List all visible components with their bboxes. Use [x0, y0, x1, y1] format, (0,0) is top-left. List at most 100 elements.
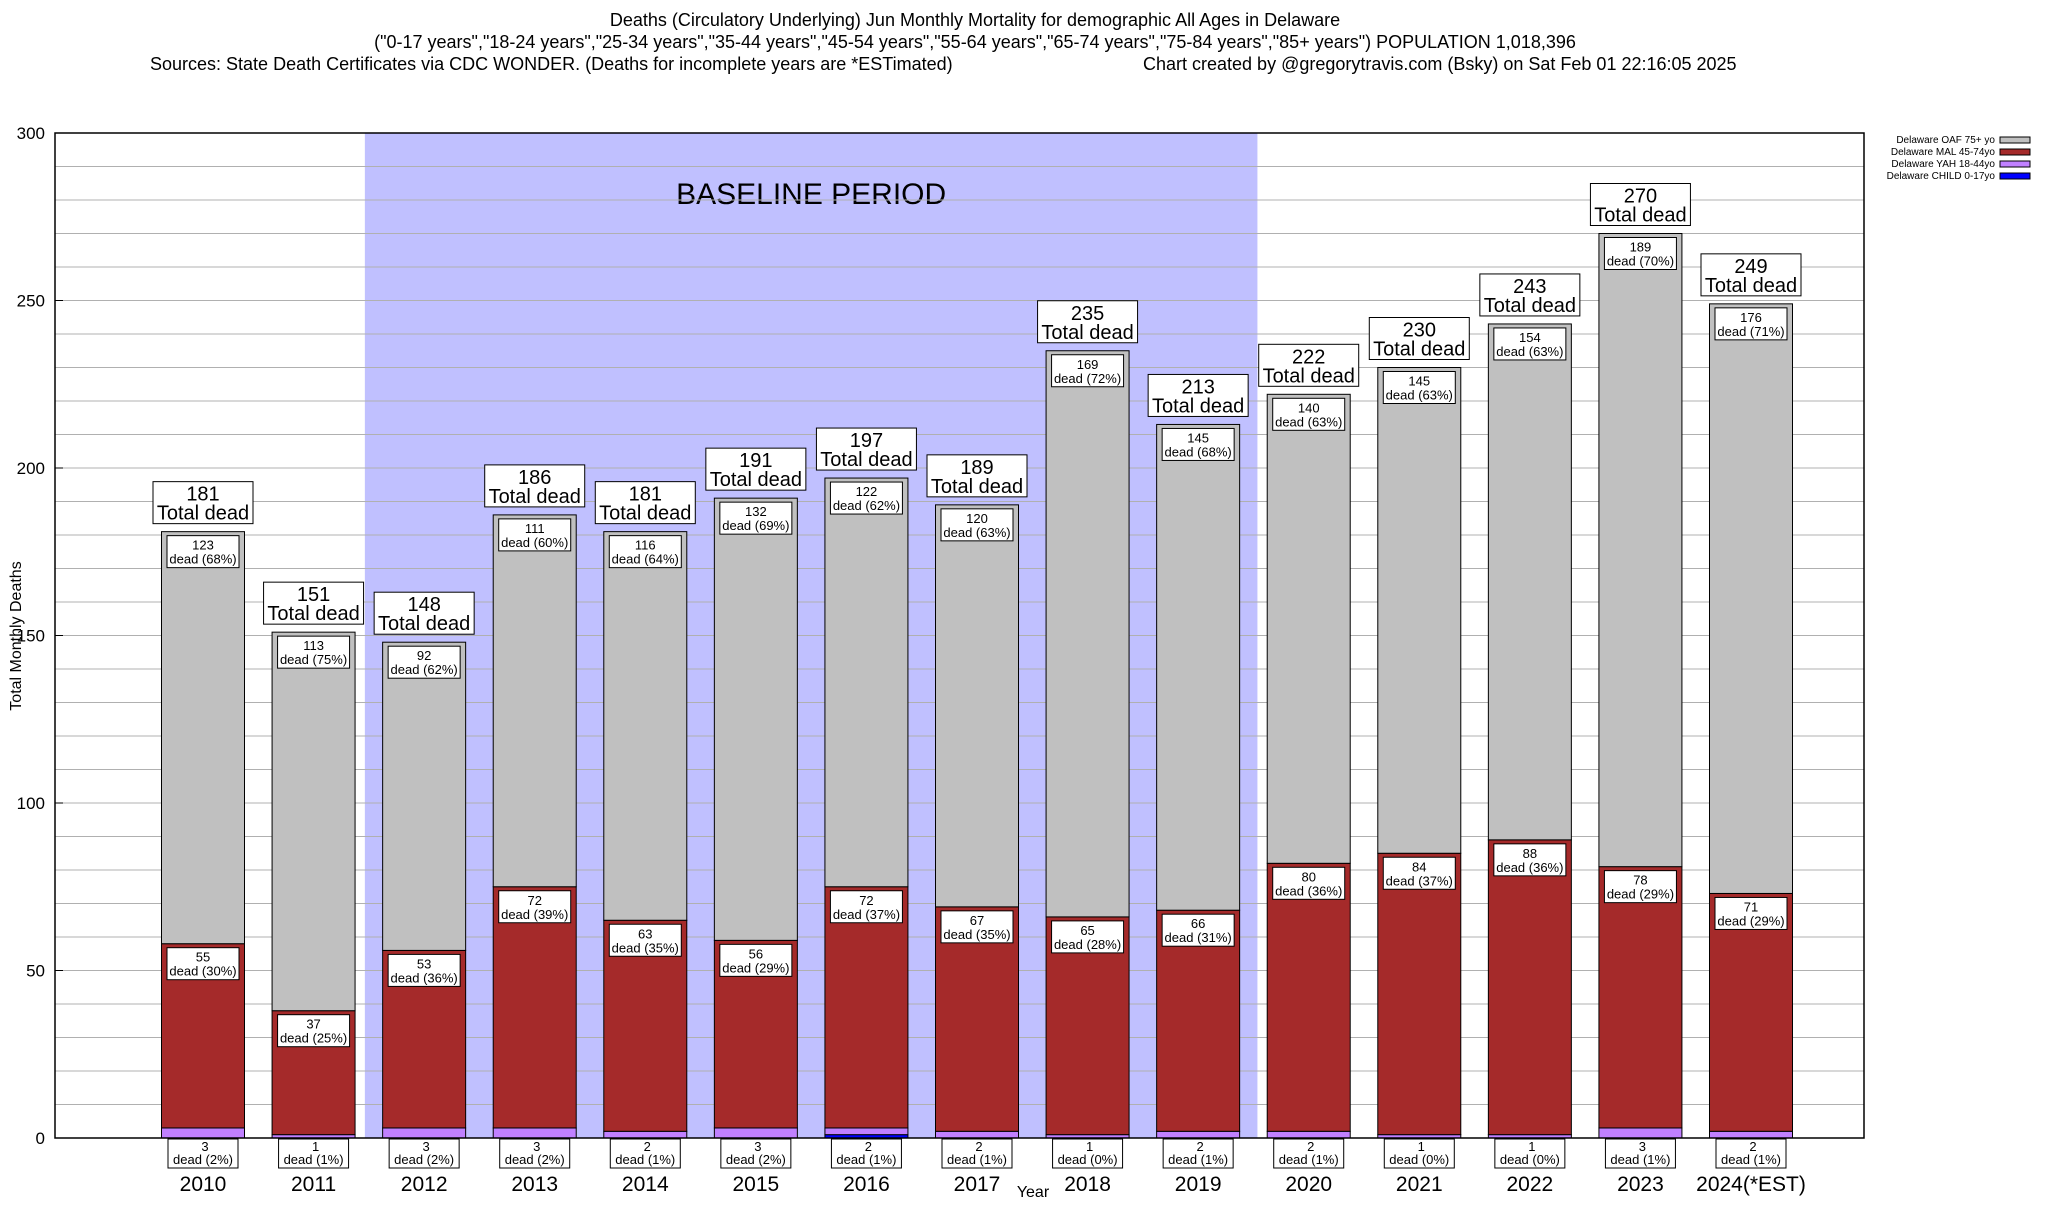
bar-segment-oaf — [271, 631, 356, 1012]
segment-value: 92 — [417, 648, 431, 663]
x-tick-label: 2016 — [843, 1173, 890, 1196]
segment-pct: dead (68%) — [169, 552, 236, 567]
segment-pct: dead (60%) — [501, 535, 568, 550]
bar-segment-oaf — [1487, 323, 1572, 841]
segment-value: 3 — [423, 1139, 430, 1154]
segment-pct: dead (63%) — [1496, 344, 1563, 359]
segment-value: 2 — [644, 1139, 651, 1154]
total-suffix: Total dead — [157, 503, 249, 525]
total-suffix: Total dead — [1263, 365, 1355, 387]
segment-pct: dead (36%) — [391, 970, 458, 985]
y-tick-label: 300 — [17, 124, 45, 143]
segment-value: 84 — [1412, 859, 1426, 874]
x-tick-label: 2011 — [291, 1173, 336, 1196]
y-tick-label: 150 — [17, 627, 45, 646]
bar-segment-oaf — [824, 477, 909, 888]
segment-pct: dead (0%) — [1500, 1152, 1560, 1167]
total-suffix: Total dead — [1705, 275, 1797, 297]
total-suffix: Total dead — [1594, 205, 1686, 227]
bar-segment-yah — [824, 1127, 909, 1136]
bar-segment-yah — [935, 1130, 1019, 1139]
segment-pct: dead (64%) — [612, 552, 679, 567]
y-tick-label: 100 — [17, 794, 45, 813]
segment-value: 154 — [1519, 330, 1541, 345]
segment-value: 1 — [1528, 1139, 1535, 1154]
segment-pct: dead (63%) — [943, 525, 1010, 540]
bar-segment-yah — [1598, 1127, 1683, 1139]
segment-value: 72 — [859, 893, 873, 908]
bar-segment-oaf — [161, 531, 245, 945]
total-suffix: Total dead — [1373, 339, 1465, 361]
segment-value: 169 — [1077, 357, 1099, 372]
bar-segment-oaf — [1598, 233, 1683, 868]
bar-segment-oaf — [1156, 423, 1241, 911]
total-value: 148 — [407, 594, 440, 616]
x-tick-label: 2022 — [1506, 1173, 1553, 1196]
segment-value: 122 — [856, 484, 878, 499]
segment-value: 176 — [1740, 310, 1762, 325]
segment-pct: dead (2%) — [505, 1152, 565, 1167]
segment-pct: dead (75%) — [280, 652, 347, 667]
total-suffix: Total dead — [489, 486, 581, 508]
segment-value: 37 — [306, 1017, 320, 1032]
legend-swatch — [1999, 136, 2031, 144]
bar-segment-oaf — [492, 514, 577, 888]
total-suffix: Total dead — [599, 503, 691, 525]
segment-value: 140 — [1298, 400, 1320, 415]
segment-pct: dead (36%) — [1275, 883, 1342, 898]
bar-segment-mal — [1266, 862, 1351, 1132]
segment-pct: dead (1%) — [1168, 1152, 1228, 1167]
segment-value: 78 — [1633, 873, 1647, 888]
segment-value: 116 — [635, 538, 656, 553]
total-suffix: Total dead — [820, 449, 912, 471]
bar-segment-mal — [1487, 839, 1572, 1136]
total-value: 235 — [1071, 303, 1104, 325]
total-suffix: Total dead — [931, 476, 1023, 498]
total-value: 189 — [960, 457, 993, 479]
x-tick-label: 2017 — [954, 1173, 1001, 1196]
segment-value: 113 — [303, 638, 324, 653]
total-suffix: Total dead — [267, 603, 359, 625]
segment-pct: dead (1%) — [1610, 1152, 1670, 1167]
x-tick-label: 2019 — [1175, 1173, 1222, 1196]
segment-value: 3 — [201, 1139, 208, 1154]
segment-value: 3 — [1639, 1139, 1646, 1154]
segment-pct: dead (31%) — [1165, 930, 1232, 945]
x-tick-label: 2020 — [1285, 1173, 1332, 1196]
bar-segment-oaf — [935, 504, 1019, 908]
bar-segment-yah — [161, 1127, 245, 1139]
segment-pct: dead (37%) — [833, 907, 900, 922]
segment-value: 1 — [1086, 1139, 1093, 1154]
segment-pct: dead (62%) — [391, 662, 458, 677]
segment-pct: dead (63%) — [1386, 388, 1453, 403]
segment-pct: dead (2%) — [394, 1152, 454, 1167]
bar-segment-mal — [824, 886, 909, 1129]
segment-pct: dead (63%) — [1275, 414, 1342, 429]
y-tick-label: 50 — [26, 962, 45, 981]
x-tick-label: 2023 — [1617, 1173, 1664, 1196]
segment-value: 3 — [533, 1139, 540, 1154]
chart-subtitle: ("0-17 years","18-24 years","25-34 years… — [374, 32, 1576, 52]
segment-value: 2 — [1307, 1139, 1314, 1154]
bar-segment-yah — [1156, 1130, 1241, 1139]
x-tick-label: 2021 — [1396, 1173, 1443, 1196]
segment-value: 120 — [966, 511, 988, 526]
total-value: 213 — [1181, 376, 1214, 398]
